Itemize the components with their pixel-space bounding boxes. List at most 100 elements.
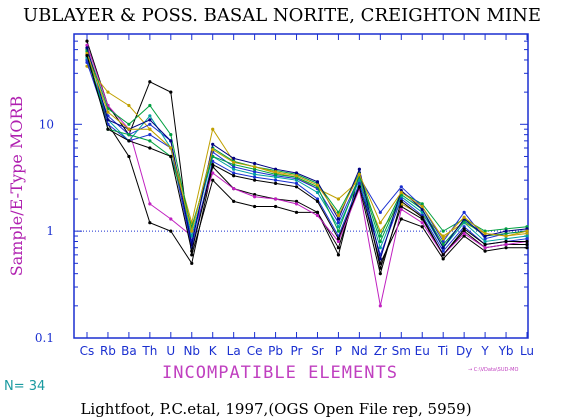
data-point — [378, 234, 382, 238]
data-point — [525, 231, 529, 236]
data-point — [253, 172, 257, 176]
x-tick-label: Yb — [498, 344, 514, 358]
x-tick-label: Cs — [80, 344, 95, 358]
series-8 — [85, 49, 529, 247]
data-point — [148, 103, 152, 108]
data-point — [253, 175, 257, 179]
data-point — [85, 43, 89, 47]
x-tick-label: Dy — [456, 344, 472, 358]
data-point — [211, 154, 215, 159]
x-tick-label: Sm — [392, 344, 411, 358]
data-point — [462, 210, 466, 214]
data-point — [420, 202, 424, 206]
data-point — [378, 229, 382, 233]
data-point — [336, 217, 341, 221]
y-axis-label: Sample/E-Type MORB — [7, 96, 26, 277]
data-point — [127, 139, 131, 143]
data-point — [315, 213, 320, 218]
data-point — [211, 171, 215, 175]
data-point — [525, 239, 529, 244]
series-line — [86, 40, 527, 271]
x-tick-label: Pb — [268, 344, 283, 358]
data-point — [294, 171, 299, 175]
data-point — [315, 190, 320, 195]
data-point — [294, 202, 299, 206]
sample-count: N= 34 — [4, 379, 45, 394]
data-point — [336, 239, 341, 244]
data-point — [190, 234, 194, 238]
data-point — [232, 199, 236, 203]
data-point — [504, 239, 508, 244]
data-point — [378, 221, 382, 225]
data-point — [378, 257, 382, 261]
data-point — [420, 225, 424, 229]
data-point — [273, 204, 278, 209]
data-point — [232, 187, 236, 191]
x-tick-label: Lu — [520, 344, 534, 358]
x-tick-label: Ba — [121, 344, 137, 358]
data-point — [148, 139, 152, 143]
data-point — [148, 127, 152, 131]
data-point — [294, 210, 299, 214]
data-point — [106, 127, 110, 131]
x-tick-label: Y — [480, 344, 489, 358]
data-point — [483, 239, 487, 244]
data-point — [336, 237, 341, 241]
data-point — [399, 190, 403, 195]
data-point — [483, 237, 487, 241]
data-point — [483, 231, 487, 236]
data-point — [483, 246, 487, 250]
data-point — [378, 261, 382, 265]
data-point — [399, 199, 403, 203]
data-point — [315, 210, 320, 214]
y-axis-ticks: 10 1 0.1 — [35, 33, 528, 345]
data-point — [253, 161, 257, 166]
data-point — [315, 197, 320, 201]
data-point — [148, 221, 152, 225]
data-point — [315, 183, 320, 187]
data-point — [294, 178, 299, 182]
data-point — [441, 253, 445, 257]
data-point — [483, 242, 487, 247]
data-point — [462, 234, 466, 238]
data-point — [336, 221, 341, 225]
data-point — [399, 197, 403, 201]
data-point — [504, 234, 508, 238]
data-point — [294, 199, 299, 203]
data-point — [273, 170, 278, 174]
x-tick-label: Ti — [437, 344, 448, 358]
data-point — [441, 246, 445, 250]
data-point — [106, 118, 110, 122]
legend-tag: → C:\VData\SUD-MO — [468, 367, 518, 373]
data-point — [504, 231, 508, 236]
data-point — [525, 246, 529, 250]
data-point — [169, 154, 173, 159]
series-line — [86, 57, 528, 250]
x-axis-ticks: Cs Rb Ba Th U Nb K La Ce Pb Pr Sr P Nd Zr Sm Eu Ti Dy Y Yb Lu — [80, 34, 534, 358]
data-point — [85, 53, 89, 58]
data-point — [315, 180, 320, 184]
data-point — [399, 217, 403, 221]
x-tick-label: La — [227, 344, 241, 358]
data-point — [232, 160, 236, 164]
series-line — [86, 49, 528, 238]
data-point — [85, 60, 89, 64]
data-point — [232, 165, 236, 169]
data-point — [148, 114, 152, 118]
data-point — [462, 227, 466, 231]
chart-title: UBLAYER & POSS. BASAL NORITE, CREIGHTON … — [23, 5, 541, 26]
data-point — [148, 146, 152, 150]
data-point — [169, 146, 173, 150]
data-point — [127, 133, 131, 137]
series-line — [86, 62, 528, 257]
data-point — [169, 139, 173, 143]
series-line — [86, 47, 528, 261]
data-point — [127, 127, 131, 131]
data-point — [441, 249, 445, 253]
data-point — [253, 167, 257, 171]
data-point — [253, 165, 257, 169]
y-tick-label: 10 — [39, 117, 54, 131]
x-tick-label: U — [166, 344, 175, 358]
data-point — [273, 175, 278, 179]
